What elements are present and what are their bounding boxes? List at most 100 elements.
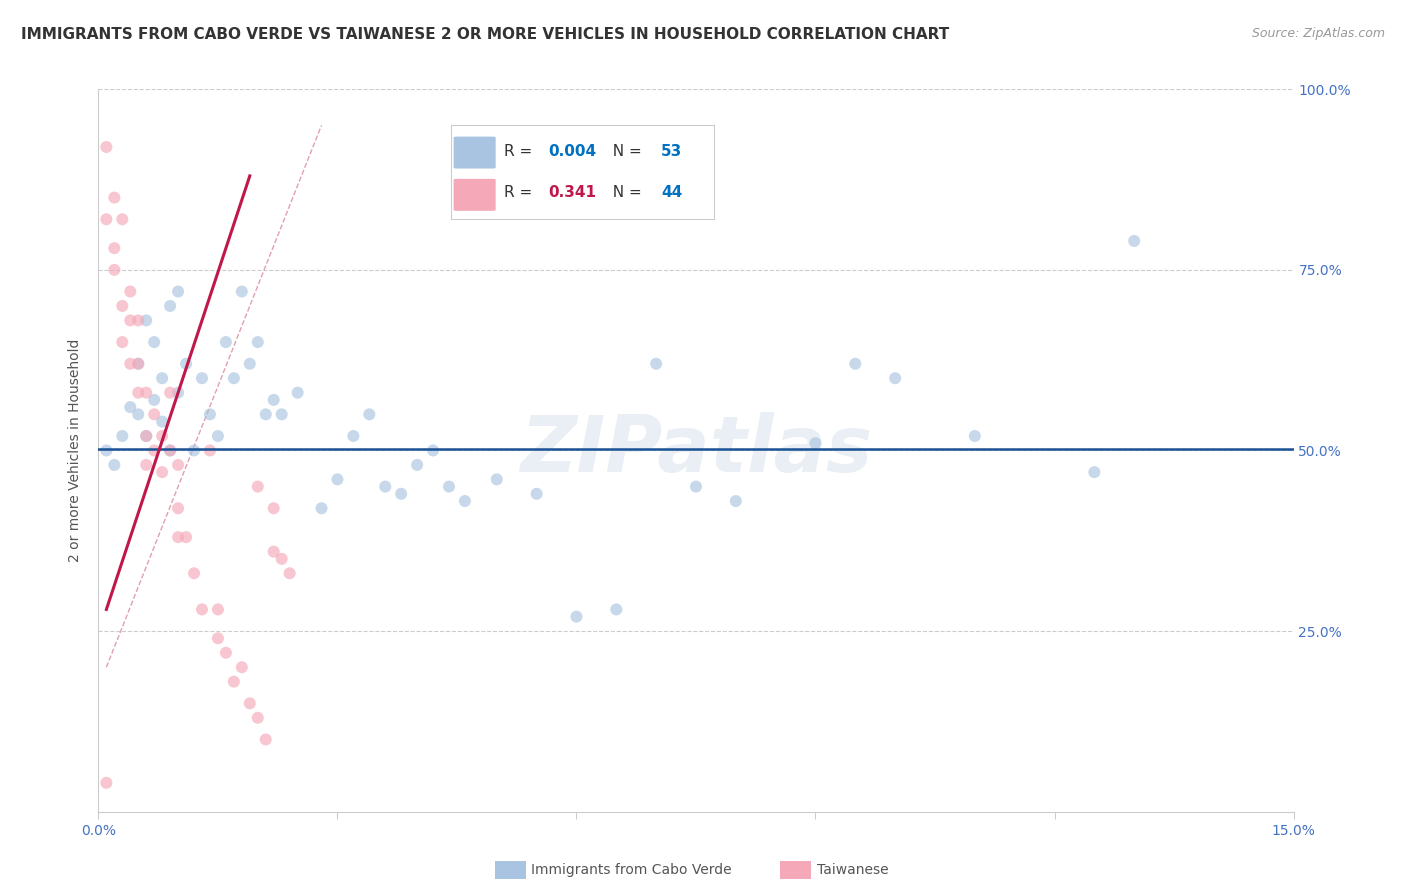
Point [135, 458, 157, 472]
Text: R =: R = [503, 186, 541, 201]
Text: 0.004: 0.004 [548, 145, 596, 159]
Text: N =: N = [603, 145, 647, 159]
Point [127, 385, 149, 400]
Point [844, 357, 866, 371]
Point [270, 551, 292, 566]
Text: N =: N = [603, 186, 647, 201]
Point [150, 429, 173, 443]
Point [191, 371, 214, 385]
Point [174, 357, 197, 371]
Point [263, 501, 285, 516]
Point [374, 480, 396, 494]
Point [239, 357, 262, 371]
Text: IMMIGRANTS FROM CABO VERDE VS TAIWANESE 2 OR MORE VEHICLES IN HOUSEHOLD CORRELAT: IMMIGRANTS FROM CABO VERDE VS TAIWANESE … [21, 27, 949, 42]
Point [135, 429, 157, 443]
Point [120, 285, 142, 299]
Point [103, 191, 125, 205]
Point [167, 385, 190, 400]
Point [485, 472, 508, 486]
Point [278, 566, 301, 581]
Point [215, 334, 238, 349]
Point [150, 415, 173, 429]
Point [120, 313, 142, 327]
Point [342, 429, 364, 443]
Text: Source: ZipAtlas.com: Source: ZipAtlas.com [1251, 27, 1385, 40]
Point [135, 429, 157, 443]
Point [120, 357, 142, 371]
Point [135, 313, 157, 327]
Point [174, 530, 197, 544]
Point [239, 696, 262, 710]
Point [287, 385, 309, 400]
Point [103, 262, 125, 277]
Point [159, 443, 181, 458]
Point [246, 334, 269, 349]
Text: Immigrants from Cabo Verde: Immigrants from Cabo Verde [531, 863, 733, 877]
Point [150, 371, 173, 385]
Point [127, 357, 149, 371]
Point [167, 501, 190, 516]
Point [111, 429, 134, 443]
Point [143, 334, 166, 349]
Point [565, 609, 588, 624]
Point [103, 458, 125, 472]
Point [183, 566, 205, 581]
Point [143, 392, 166, 407]
Point [167, 458, 190, 472]
Point [359, 407, 381, 421]
Point [103, 241, 125, 255]
Point [127, 357, 149, 371]
Point [159, 299, 181, 313]
Point [120, 400, 142, 414]
Point [167, 285, 190, 299]
Point [246, 480, 269, 494]
Point [724, 494, 747, 508]
FancyBboxPatch shape [454, 179, 496, 211]
Point [222, 674, 245, 689]
Point [127, 407, 149, 421]
Text: R =: R = [503, 145, 537, 159]
Point [254, 407, 277, 421]
Point [263, 392, 285, 407]
Point [183, 443, 205, 458]
Point [326, 472, 349, 486]
Point [605, 602, 627, 616]
Point [191, 602, 214, 616]
Point [96, 212, 118, 227]
Point [422, 443, 444, 458]
Point [231, 660, 253, 674]
Point [207, 429, 229, 443]
Point [884, 371, 907, 385]
Point [143, 443, 166, 458]
Point [159, 385, 181, 400]
Text: 53: 53 [661, 145, 682, 159]
Point [963, 429, 986, 443]
Point [685, 480, 707, 494]
Point [270, 407, 292, 421]
Text: 44: 44 [661, 186, 682, 201]
Point [143, 407, 166, 421]
Point [111, 212, 134, 227]
Text: 0.341: 0.341 [548, 186, 596, 201]
Point [222, 371, 245, 385]
Point [215, 646, 238, 660]
Point [804, 436, 827, 450]
Point [311, 501, 333, 516]
Point [96, 140, 118, 154]
Point [406, 458, 429, 472]
Point [159, 443, 181, 458]
Point [167, 530, 190, 544]
Point [231, 285, 253, 299]
Text: Taiwanese: Taiwanese [817, 863, 889, 877]
Point [263, 544, 285, 558]
Point [454, 494, 477, 508]
Point [135, 385, 157, 400]
Point [127, 313, 149, 327]
Point [437, 480, 460, 494]
Point [111, 299, 134, 313]
Point [246, 711, 269, 725]
Point [150, 465, 173, 479]
Y-axis label: 2 or more Vehicles in Household: 2 or more Vehicles in Household [69, 339, 83, 562]
Point [96, 776, 118, 790]
Point [1123, 234, 1146, 248]
